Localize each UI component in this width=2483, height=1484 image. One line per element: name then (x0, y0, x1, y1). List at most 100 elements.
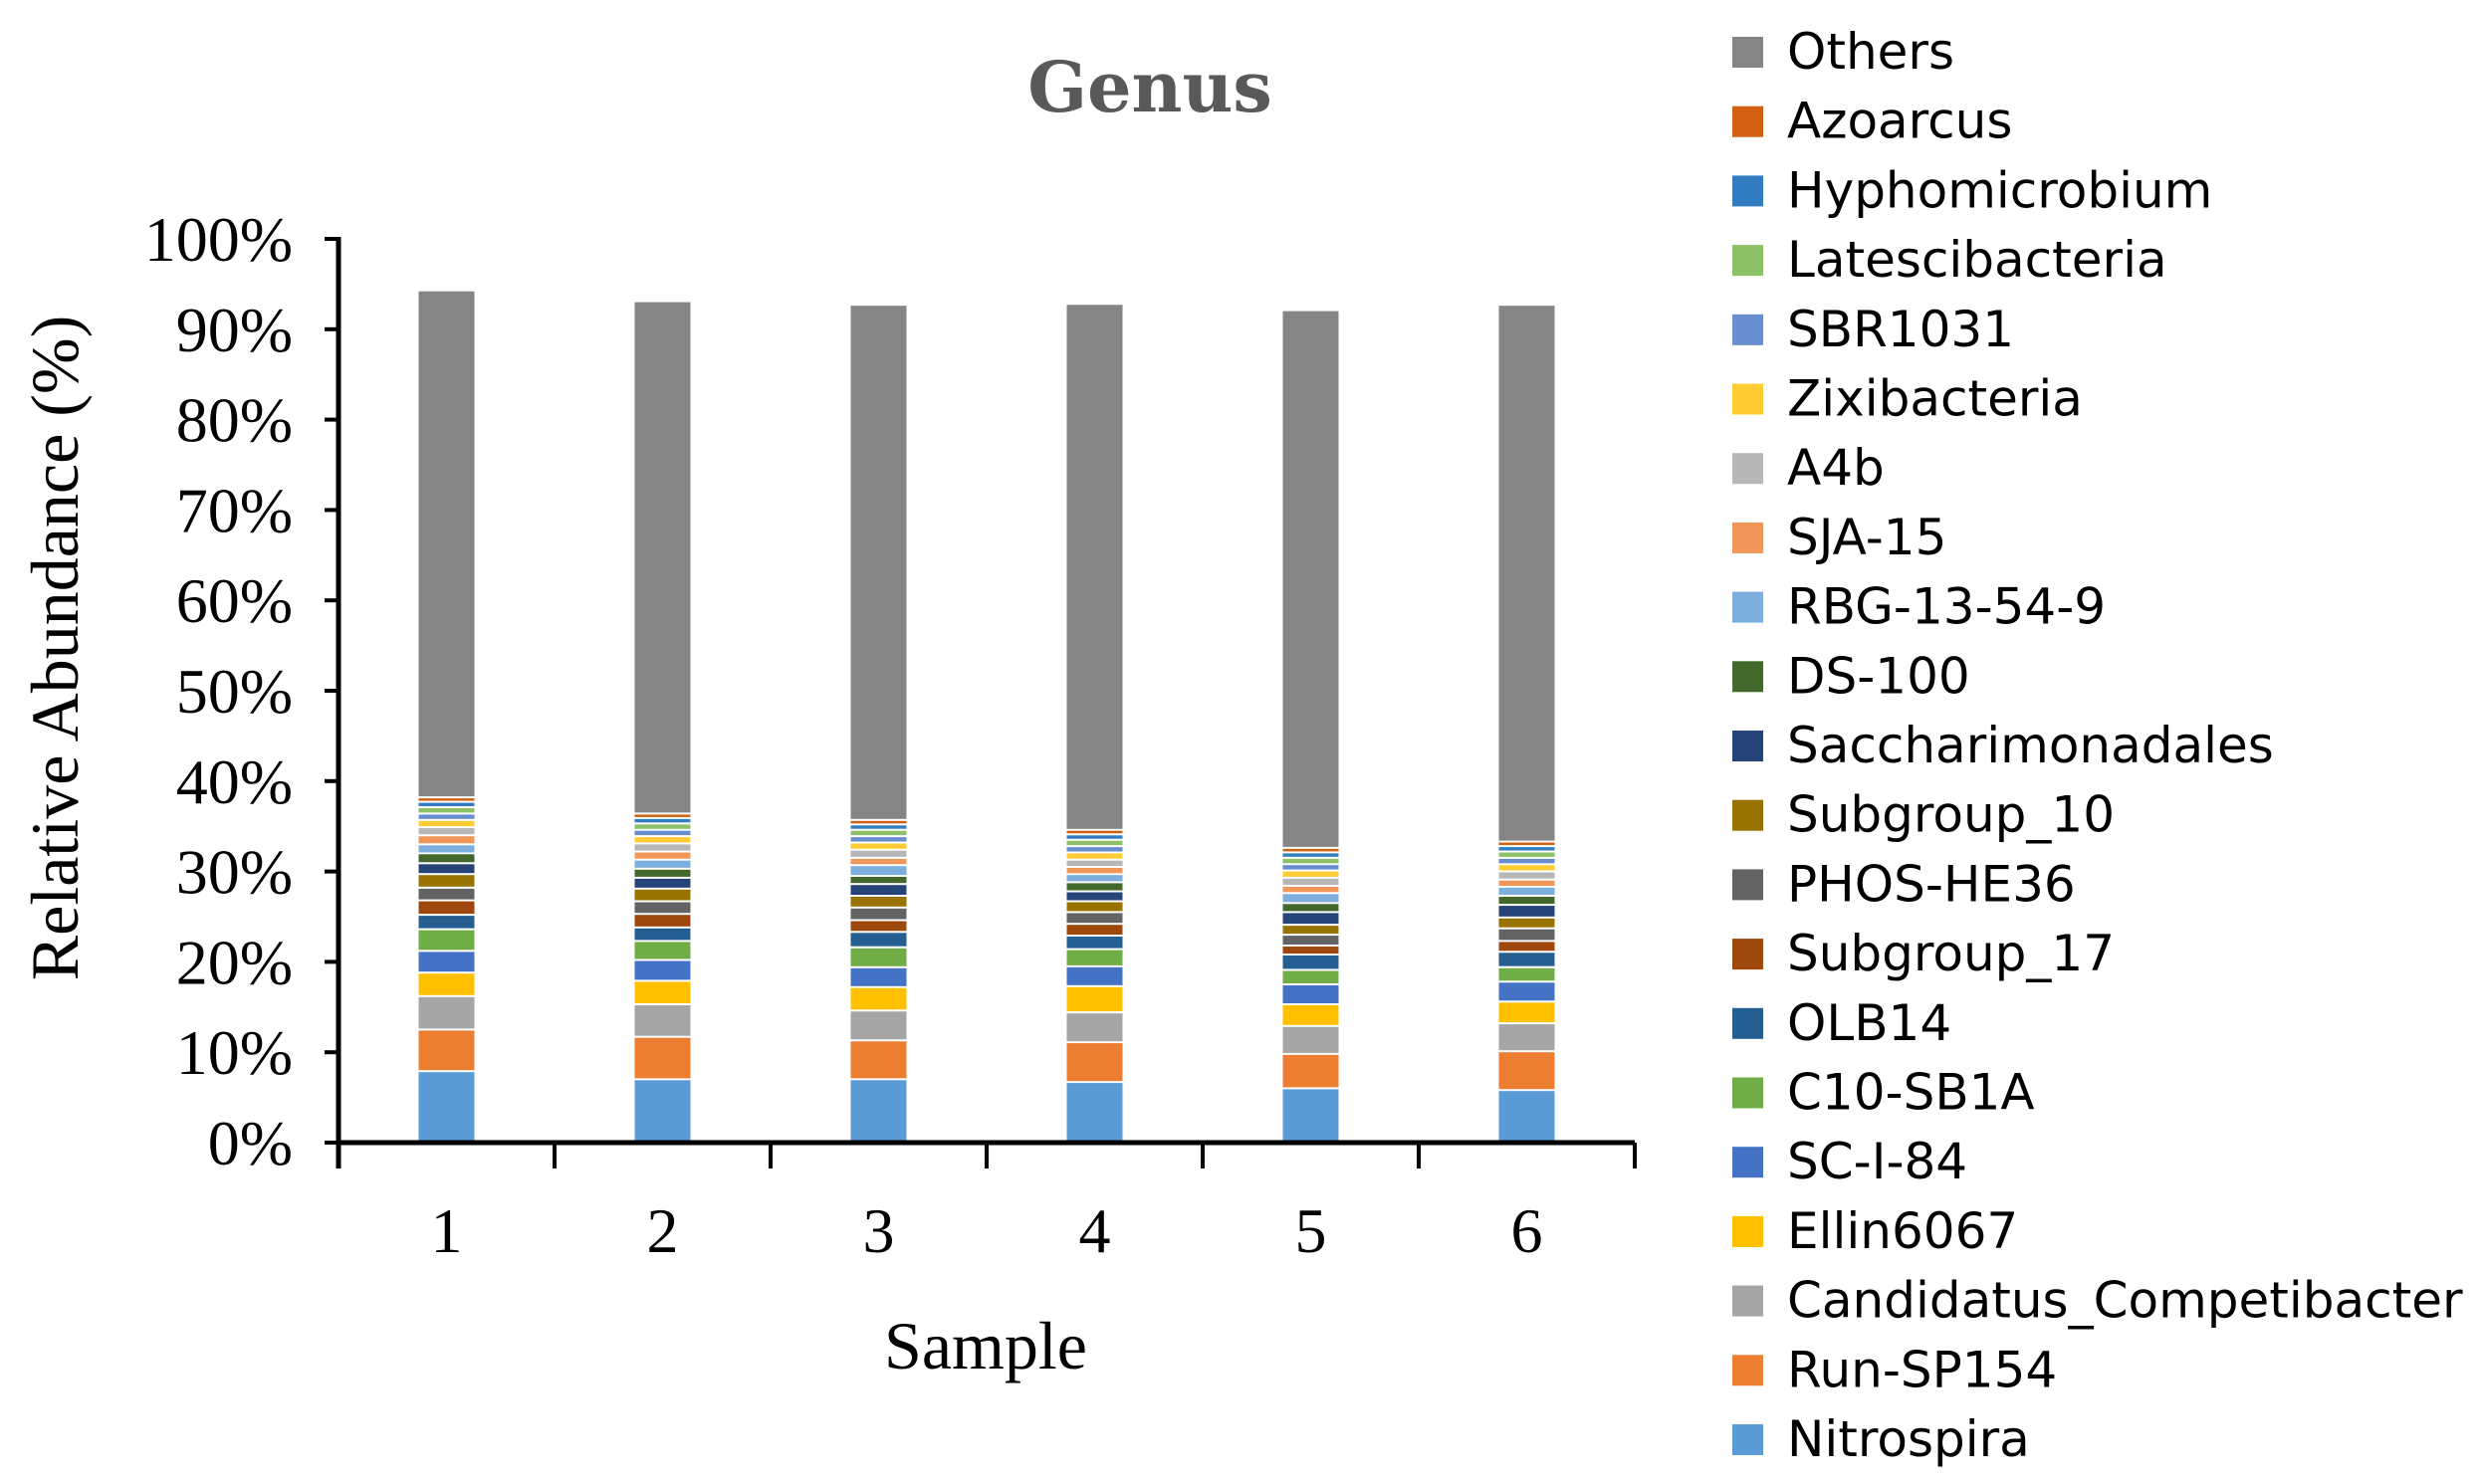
legend-swatch (1732, 1285, 1763, 1317)
bar-segment-phos-he36-sample-5 (1282, 936, 1339, 945)
bar-segment-phos-he36-sample-1 (418, 888, 475, 900)
bar-segment-zixibacteria-sample-6 (1498, 865, 1555, 871)
legend-label: Candidatus_Competibacter (1787, 1272, 2463, 1330)
bar-segment-sc-i-84-sample-6 (1498, 982, 1555, 1001)
legend-label: SBR1031 (1787, 301, 2014, 358)
bar-segment-zixibacteria-sample-4 (1066, 853, 1123, 859)
legend-label: Saccharimonadales (1787, 717, 2274, 774)
bar-segment-rbg-13-54-9-sample-1 (418, 845, 475, 853)
legend-swatch (1732, 175, 1763, 207)
legend-swatch (1732, 314, 1763, 345)
bar-segment-ds-100-sample-5 (1282, 904, 1339, 912)
bar-segment-phos-he36-sample-2 (634, 902, 691, 914)
bar-segment-subgroup-17-sample-4 (1066, 925, 1123, 935)
bar-segment-ellin6067-sample-4 (1066, 986, 1123, 1012)
bar-segment-rbg-13-54-9-sample-5 (1282, 894, 1339, 903)
y-tick-label: 40% (176, 746, 293, 817)
bar-segment-ds-100-sample-3 (850, 877, 907, 884)
y-tick-labels: 0% 10% 20% 30% 40% 50% 60% 70% 80% 90% 100% (144, 204, 293, 1178)
bar-segment-subgroup-17-sample-1 (418, 901, 475, 915)
bar-segment-sja-15-sample-2 (634, 852, 691, 859)
legend-swatch (1732, 731, 1763, 761)
y-tick-label: 20% (176, 927, 293, 997)
bar-segment-c10-sb1a-sample-6 (1498, 967, 1555, 981)
bar-segment-saccharimonadales-sample-1 (418, 864, 475, 874)
bar-segment-azoarcus-sample-6 (1498, 842, 1555, 845)
bar-segment-run-sp154-sample-3 (850, 1041, 907, 1079)
bar-segment-c10-sb1a-sample-4 (1066, 950, 1123, 965)
legend-swatch (1732, 383, 1763, 415)
bar-segment-c10-sb1a-sample-1 (418, 930, 475, 951)
bar-segment-others-sample-5 (1282, 311, 1339, 847)
bar-segment-a4b-sample-2 (634, 844, 691, 851)
bar-segment-nitrospira-sample-2 (634, 1080, 691, 1141)
legend-swatch (1732, 869, 1763, 901)
legend-label: A4b (1787, 439, 1885, 497)
legend-label: Subgroup_10 (1787, 786, 2115, 844)
bar-segment-a4b-sample-1 (418, 828, 475, 835)
bar-segment-saccharimonadales-sample-4 (1066, 892, 1123, 901)
bar-segment-subgroup-17-sample-3 (850, 921, 907, 932)
x-tick-label: 3 (863, 1195, 895, 1266)
bar-segment-ds-100-sample-6 (1498, 897, 1555, 905)
bar-segment-sc-i-84-sample-5 (1282, 985, 1339, 1003)
legend-label: Latescibacteria (1787, 231, 2167, 289)
x-axis-title: Sample (884, 1308, 1087, 1383)
bar-segment-sbr1031-sample-2 (634, 830, 691, 836)
legend-swatch (1732, 661, 1763, 693)
legend-label: Subgroup_17 (1787, 925, 2115, 982)
y-tick-label: 50% (176, 656, 293, 727)
bar-segment-phos-he36-sample-4 (1066, 913, 1123, 924)
bar-segment-others-sample-4 (1066, 305, 1123, 829)
bar-segment-olb14-sample-4 (1066, 937, 1123, 949)
legend-swatch (1732, 1077, 1763, 1109)
legend-swatch (1732, 245, 1763, 277)
bar-segment-phos-he36-sample-3 (850, 908, 907, 920)
legend-label: PHOS-HE36 (1787, 855, 2076, 913)
bar-segment-sc-i-84-sample-2 (634, 960, 691, 980)
bar-segment-nitrospira-sample-3 (850, 1080, 907, 1141)
bar-segment-azoarcus-sample-5 (1282, 848, 1339, 852)
bar-segment-olb14-sample-5 (1282, 955, 1339, 969)
bar-segment-candidatus-competibacter-sample-1 (418, 996, 475, 1029)
legend-label: Azoarcus (1787, 93, 2012, 150)
bar-segment-run-sp154-sample-5 (1282, 1054, 1339, 1088)
bar-segment-saccharimonadales-sample-5 (1282, 913, 1339, 925)
x-tick-label: 5 (1295, 1195, 1327, 1266)
bar-segment-saccharimonadales-sample-3 (850, 885, 907, 895)
y-tick-label: 100% (144, 204, 293, 275)
bar-segment-sja-15-sample-3 (850, 858, 907, 865)
bar-segment-candidatus-competibacter-sample-4 (1066, 1013, 1123, 1042)
bar-segment-zixibacteria-sample-5 (1282, 871, 1339, 877)
legend-label: Others (1787, 23, 1954, 81)
legend-swatch (1732, 453, 1763, 485)
bar-segment-subgroup-10-sample-1 (418, 875, 475, 887)
bar-segment-sja-15-sample-6 (1498, 880, 1555, 886)
bar-segment-hyphomicrobium-sample-3 (850, 825, 907, 829)
legend-swatch (1732, 1147, 1763, 1178)
bar-segment-nitrospira-sample-4 (1066, 1083, 1123, 1141)
bar-segment-run-sp154-sample-1 (418, 1030, 475, 1071)
bar-segment-rbg-13-54-9-sample-3 (850, 866, 907, 876)
bar-segment-others-sample-1 (418, 291, 475, 797)
bar-segment-ellin6067-sample-3 (850, 987, 907, 1010)
bar-segment-ds-100-sample-2 (634, 869, 691, 877)
bar-segment-sja-15-sample-1 (418, 836, 475, 844)
bar-segment-rbg-13-54-9-sample-6 (1498, 887, 1555, 895)
bar-segment-nitrospira-sample-5 (1282, 1089, 1339, 1141)
axes-group (325, 237, 1637, 1168)
y-axis-title: Relative Abundance (%) (17, 316, 93, 980)
y-tick-label: 10% (176, 1017, 293, 1088)
legend-swatch (1732, 106, 1763, 137)
bar-segment-c10-sb1a-sample-3 (850, 948, 907, 966)
bar-segment-run-sp154-sample-6 (1498, 1052, 1555, 1090)
bar-segment-a4b-sample-3 (850, 850, 907, 857)
legend-swatch (1732, 37, 1763, 68)
bar-segment-a4b-sample-5 (1282, 878, 1339, 886)
legend-swatch (1732, 1424, 1763, 1455)
bar-segment-zixibacteria-sample-3 (850, 843, 907, 849)
x-tick-label: 1 (431, 1195, 463, 1266)
bar-segment-subgroup-17-sample-2 (634, 915, 691, 927)
bar-segment-c10-sb1a-sample-2 (634, 942, 691, 959)
